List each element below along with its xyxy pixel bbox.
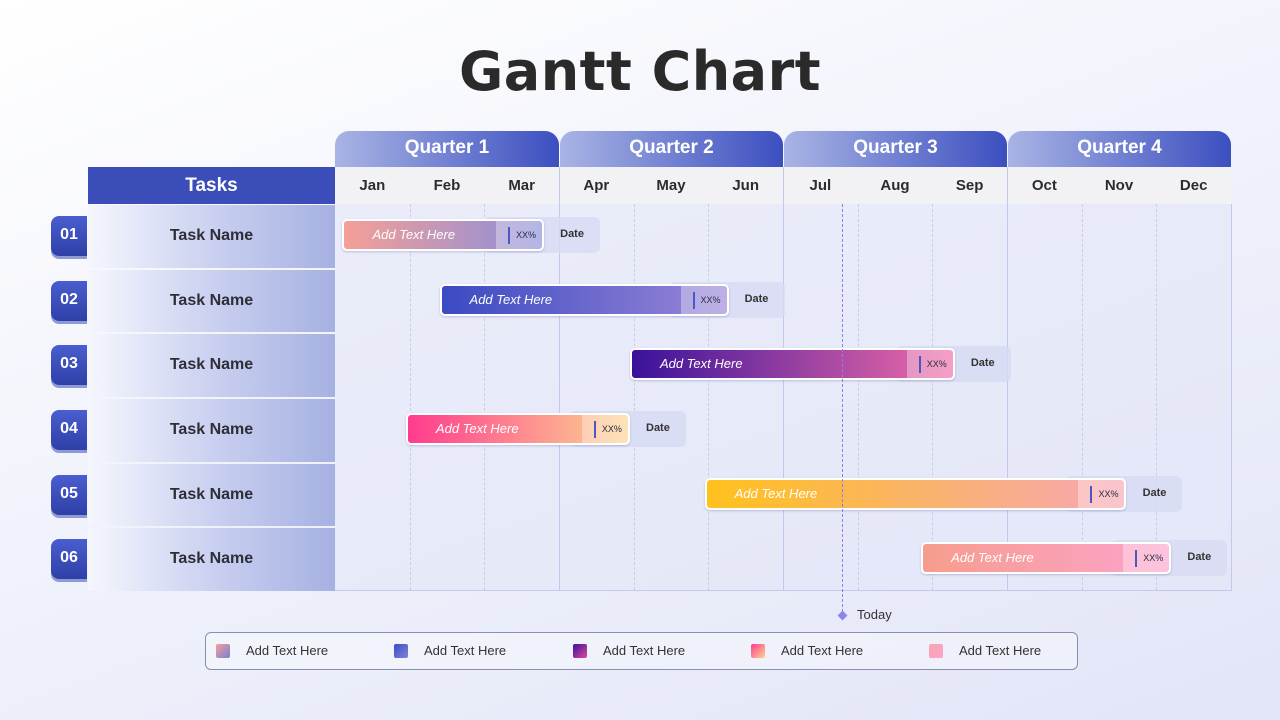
task-bar-group-01: Date Add Text Here XX% bbox=[342, 217, 601, 253]
month-gridline bbox=[1082, 204, 1083, 590]
month-gridline bbox=[410, 204, 411, 590]
task-row-02: Task Name bbox=[88, 269, 335, 333]
task-bar[interactable]: Add Text Here XX% bbox=[342, 219, 545, 251]
task-percent-label: XX% bbox=[1123, 544, 1170, 573]
quarter-header-1: Quarter 1 bbox=[335, 131, 559, 167]
legend-label-3: Add Text Here bbox=[603, 643, 686, 658]
quarter-header-2: Quarter 2 bbox=[560, 131, 783, 167]
task-bar[interactable]: Add Text Here XX% bbox=[921, 542, 1172, 575]
task-name: Task Name bbox=[169, 550, 254, 568]
task-percent-label: XX% bbox=[906, 350, 953, 379]
task-name: Task Name bbox=[169, 356, 254, 374]
month-gridline bbox=[634, 204, 635, 590]
task-row-03: Task Name bbox=[88, 334, 335, 397]
month-gridline bbox=[708, 204, 709, 590]
today-label: Today bbox=[857, 607, 892, 622]
date-label: Date bbox=[1142, 486, 1167, 499]
date-label: Date bbox=[646, 422, 670, 434]
legend-label-5: Add Text Here bbox=[959, 643, 1042, 658]
task-percent-label: XX% bbox=[1078, 479, 1125, 508]
month-label-jun: Jun bbox=[732, 177, 759, 194]
month-label-apr: Apr bbox=[583, 177, 610, 194]
task-name: Task Name bbox=[169, 421, 254, 438]
task-percent-label: XX% bbox=[581, 415, 628, 443]
task-number-badge-03: 03 bbox=[51, 345, 87, 386]
task-bar-group-05: Date Add Text Here XX% bbox=[704, 475, 1183, 512]
task-bar-group-02: Date Add Text Here XX% bbox=[439, 281, 785, 318]
month-label-nov: Nov bbox=[1104, 177, 1134, 194]
month-label-feb: Feb bbox=[433, 177, 461, 194]
date-label: Date bbox=[744, 292, 769, 305]
task-row-01: Task Name bbox=[88, 205, 335, 268]
quarter-divider bbox=[559, 167, 560, 590]
task-bar[interactable]: Add Text Here XX% bbox=[629, 348, 955, 381]
legend-swatch-3 bbox=[573, 644, 587, 658]
task-bar[interactable]: Add Text Here XX% bbox=[704, 477, 1127, 510]
month-label-sep: Sep bbox=[955, 177, 984, 194]
tasks-header: Tasks bbox=[88, 167, 335, 204]
month-label-mar: Mar bbox=[508, 177, 535, 194]
task-number-badge-05: 05 bbox=[51, 474, 87, 515]
legend-label-2: Add Text Here bbox=[424, 643, 507, 658]
legend-swatch-1 bbox=[216, 644, 230, 658]
task-number-badge-06: 06 bbox=[51, 539, 87, 580]
legend-swatch-5 bbox=[929, 644, 943, 658]
task-name: Task Name bbox=[169, 227, 254, 244]
month-label-jan: Jan bbox=[359, 177, 386, 194]
month-gridline bbox=[484, 204, 485, 590]
today-diamond-icon bbox=[837, 610, 848, 621]
task-number-badge-02: 02 bbox=[51, 280, 87, 321]
legend-label-4: Add Text Here bbox=[781, 643, 864, 658]
date-label: Date bbox=[560, 228, 584, 240]
legend-swatch-4 bbox=[751, 644, 765, 658]
date-label: Date bbox=[970, 357, 995, 370]
month-gridline bbox=[1156, 204, 1157, 590]
task-bar-label: Add Text Here bbox=[734, 485, 818, 501]
task-row-04: Task Name bbox=[88, 399, 335, 462]
task-bar-group-04: Date Add Text Here XX% bbox=[405, 411, 686, 447]
legend: Add Text Here Add Text Here Add Text Here A… bbox=[205, 632, 1078, 670]
task-number-badge-01: 01 bbox=[51, 216, 87, 256]
legend-label-1: Add Text Here bbox=[246, 643, 329, 658]
task-bar[interactable]: Add Text Here XX% bbox=[439, 283, 729, 316]
month-gridline bbox=[858, 204, 859, 590]
month-label-oct: Oct bbox=[1031, 177, 1057, 194]
task-bar-label: Add Text Here bbox=[951, 550, 1034, 566]
task-name: Task Name bbox=[169, 485, 254, 503]
month-gridline bbox=[932, 204, 933, 590]
task-row-06: Task Name bbox=[88, 528, 335, 591]
task-bar-group-03: Date Add Text Here XX% bbox=[629, 346, 1011, 383]
task-bar-label: Add Text Here bbox=[372, 227, 456, 242]
page-title: Gantt Chart bbox=[458, 40, 822, 103]
task-bar-label: Add Text Here bbox=[659, 356, 743, 372]
quarter-header-3: Quarter 3 bbox=[784, 131, 1008, 167]
date-label: Date bbox=[1187, 551, 1212, 564]
task-percent-label: XX% bbox=[680, 285, 727, 314]
task-percent-label: XX% bbox=[496, 221, 543, 249]
month-label-jul: Jul bbox=[809, 177, 832, 194]
task-bar-group-06: Date Add Text Here XX% bbox=[921, 540, 1228, 577]
task-bar-label: Add Text Here bbox=[469, 291, 553, 307]
month-label-may: May bbox=[656, 177, 686, 194]
quarter-header-4: Quarter 4 bbox=[1008, 131, 1232, 167]
month-label-dec: Dec bbox=[1179, 177, 1208, 194]
task-number-badge-04: 04 bbox=[51, 410, 87, 450]
legend-swatch-2 bbox=[394, 644, 408, 658]
task-bar-label: Add Text Here bbox=[435, 421, 519, 436]
task-row-05: Task Name bbox=[88, 463, 335, 527]
task-name: Task Name bbox=[169, 291, 254, 309]
today-marker-line bbox=[842, 204, 843, 612]
month-label-aug: Aug bbox=[880, 177, 910, 194]
task-bar[interactable]: Add Text Here XX% bbox=[405, 413, 630, 445]
